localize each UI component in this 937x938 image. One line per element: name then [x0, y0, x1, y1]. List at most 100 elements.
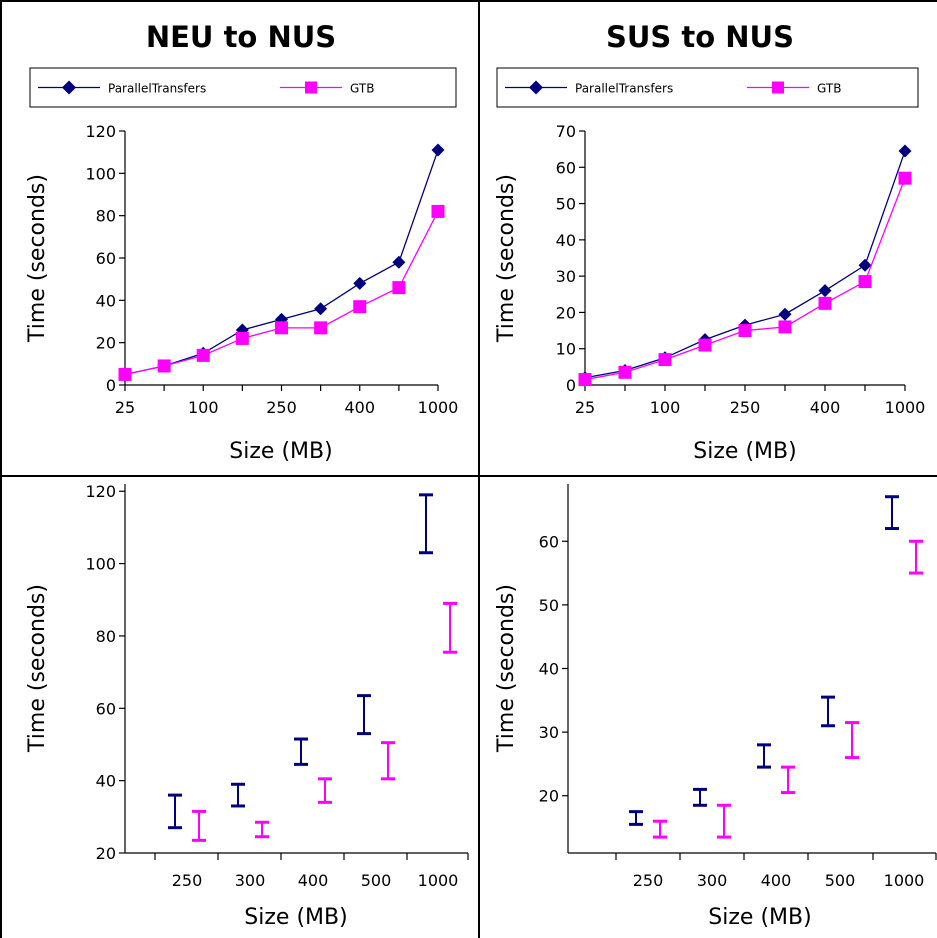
y-tick-label: 50 — [539, 596, 559, 615]
error-bar — [693, 787, 707, 807]
x-tick-label: 400 — [761, 871, 792, 890]
data-point-diamond — [314, 302, 328, 316]
x-tick-label: 1000 — [885, 398, 926, 417]
series-paralleltransfers — [629, 495, 899, 826]
x-tick-label: 400 — [298, 871, 329, 890]
legend-label: GTB — [817, 82, 841, 96]
data-point-square — [858, 275, 872, 289]
legend-label: GTB — [350, 82, 374, 96]
data-point-square — [392, 281, 406, 295]
error-bar — [781, 765, 795, 795]
y-tick-label: 40 — [539, 660, 559, 679]
y-tick-label: 60 — [96, 699, 116, 718]
data-point-square — [118, 367, 132, 381]
x-tick-label: 25 — [115, 398, 135, 417]
data-point-square — [618, 365, 632, 379]
data-point-square — [698, 338, 712, 352]
x-axis-label: Size (MB) — [693, 439, 796, 464]
error-bar — [381, 741, 395, 781]
y-tick-label: 100 — [85, 164, 116, 183]
y-tick-label: 60 — [96, 249, 116, 268]
error-bar — [717, 803, 731, 839]
series-paralleltransfers — [118, 143, 445, 381]
x-tick-label: 400 — [810, 398, 841, 417]
x-tick-label: 250 — [633, 871, 664, 890]
data-point-square — [898, 171, 912, 185]
x-axis-label: Size (MB) — [708, 905, 811, 930]
legend-box — [29, 67, 457, 108]
x-tick-label: 300 — [697, 871, 728, 890]
chart-3: 20 40 60 80 100 120 Size (MB) Time (seconds) 250… — [25, 482, 469, 930]
legend: ParallelTransfers GTB — [29, 67, 457, 108]
data-point-square — [157, 359, 171, 373]
x-tick-label: 400 — [344, 398, 375, 417]
data-point-square — [818, 296, 832, 310]
y-tick-label: 80 — [96, 207, 116, 226]
y-tick-label: 10 — [556, 340, 576, 359]
legend: ParallelTransfers GTB — [496, 67, 919, 108]
error-bar — [192, 809, 206, 842]
data-point-diamond — [858, 258, 872, 272]
x-tick-label: 250 — [266, 398, 297, 417]
error-bar — [909, 539, 923, 575]
data-point-square — [314, 321, 328, 335]
error-bar — [629, 810, 643, 826]
series-paralleltransfers — [168, 493, 433, 830]
x-tick-label: 1000 — [418, 398, 459, 417]
series-line — [584, 177, 906, 381]
x-tick-label: 1000 — [884, 871, 925, 890]
data-point-square — [738, 324, 752, 338]
x-tick-label: 250 — [730, 398, 761, 417]
data-point-square — [778, 320, 792, 334]
data-point-square — [578, 373, 592, 387]
error-bar — [255, 820, 269, 839]
y-tick-label: 120 — [85, 122, 116, 141]
legend-marker-square — [305, 81, 317, 94]
y-tick-label: 80 — [96, 627, 116, 646]
y-tick-label: 20 — [556, 303, 576, 322]
series-gtb — [192, 601, 457, 842]
legend-marker-diamond — [62, 80, 76, 95]
error-bar — [885, 495, 899, 531]
legend-marker-diamond — [529, 80, 543, 95]
y-tick-label: 60 — [556, 158, 576, 177]
data-point-diamond — [818, 284, 832, 298]
y-tick-label: 60 — [539, 532, 559, 551]
data-point-square — [196, 348, 210, 362]
y-tick-label: 0 — [566, 376, 576, 395]
series-paralleltransfers — [578, 144, 912, 385]
data-point-square — [235, 331, 249, 345]
data-point-diamond — [431, 143, 445, 157]
error-bar — [821, 695, 835, 728]
x-tick-label: 500 — [361, 871, 392, 890]
error-bar — [845, 721, 859, 760]
chart-title: SUS to NUS — [606, 20, 794, 54]
x-axis-label: Size (MB) — [244, 905, 347, 930]
y-tick-label: 40 — [556, 231, 576, 250]
series-line — [124, 149, 439, 376]
data-point-diamond — [392, 255, 406, 269]
y-tick-label: 40 — [96, 772, 116, 791]
legend-marker-square — [772, 81, 784, 94]
x-tick-label: 500 — [825, 871, 856, 890]
y-tick-label: 120 — [85, 482, 116, 501]
chart-4: 20 30 40 50 60 Size (MB) Time (seconds) 250 300 4… — [494, 484, 937, 930]
series-line — [584, 150, 906, 379]
x-axis-label: Size (MB) — [229, 439, 332, 464]
error-bar — [231, 782, 245, 808]
error-bar — [757, 743, 771, 769]
series-gtb — [653, 539, 923, 839]
y-tick-label: 100 — [85, 555, 116, 574]
legend-box — [496, 67, 919, 108]
chart-1: NEU to NUS 0 20 40 60 80 100 120 Size (MB) Time (… — [25, 20, 458, 464]
x-tick-label: 250 — [172, 871, 203, 890]
series-gtb — [118, 204, 445, 381]
data-point-square — [353, 300, 367, 314]
y-tick-label: 50 — [556, 195, 576, 214]
error-bar — [443, 601, 457, 654]
x-tick-label: 300 — [235, 871, 266, 890]
series-gtb — [578, 171, 912, 387]
y-tick-label: 0 — [106, 376, 116, 395]
y-tick-label: 30 — [556, 267, 576, 286]
